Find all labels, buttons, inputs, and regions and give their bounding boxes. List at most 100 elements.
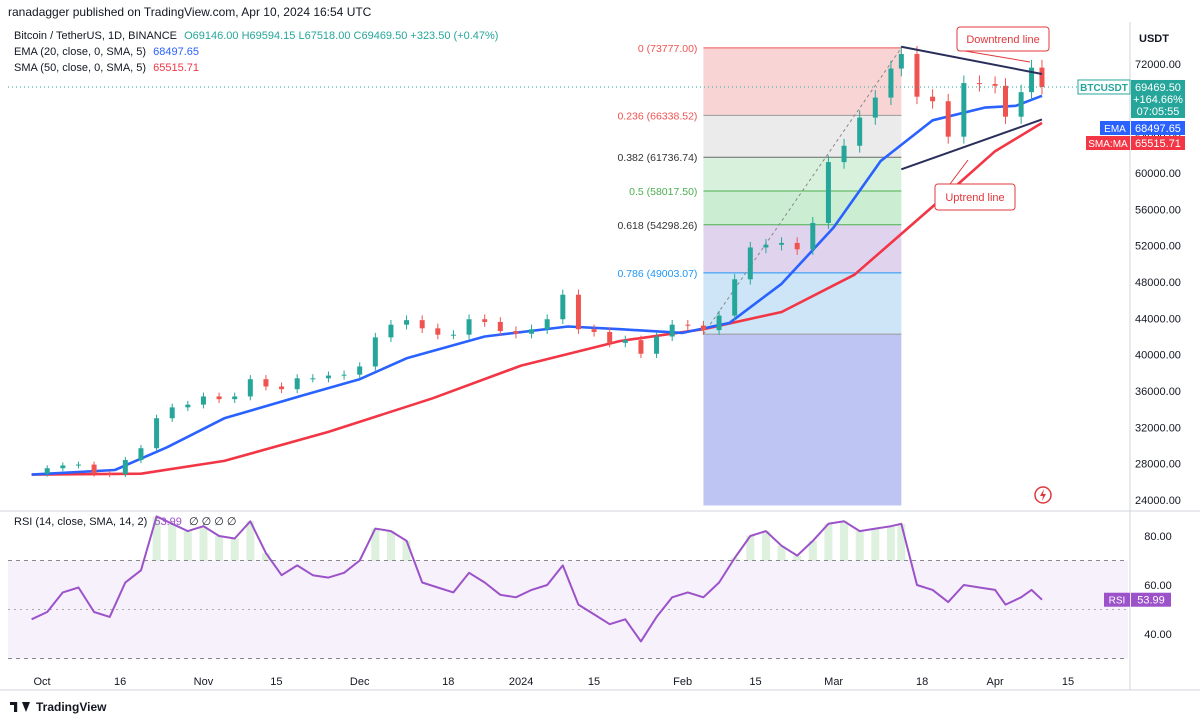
ema-legend[interactable]: EMA (20, close, 0, SMA, 5) 68497.65 xyxy=(14,44,199,60)
candle-body[interactable] xyxy=(404,320,410,325)
candle-body[interactable] xyxy=(607,331,613,343)
candle-body[interactable] xyxy=(247,379,253,397)
symbol-legend: Bitcoin / TetherUS, 1D, BINANCE O69146.0… xyxy=(14,28,498,44)
candle-body[interactable] xyxy=(91,464,97,474)
candle-body[interactable] xyxy=(357,366,363,375)
time-tick-label: Feb xyxy=(673,676,692,688)
candle-body[interactable] xyxy=(1029,67,1035,93)
candle-body[interactable] xyxy=(961,83,967,137)
fib-extension-zone xyxy=(703,334,902,506)
candle-body[interactable] xyxy=(992,83,998,86)
fib-trend-line xyxy=(703,47,902,335)
candle-body[interactable] xyxy=(763,244,769,248)
candle-body[interactable] xyxy=(700,325,706,331)
candle-body[interactable] xyxy=(200,396,206,405)
candle-body[interactable] xyxy=(294,378,300,390)
downtrend-callout-pointer xyxy=(964,50,1031,63)
candle-body[interactable] xyxy=(388,324,394,338)
candle-body[interactable] xyxy=(435,328,441,335)
candle-body[interactable] xyxy=(75,464,81,466)
candle-body[interactable] xyxy=(372,337,378,367)
candle-body[interactable] xyxy=(513,331,519,334)
fib-level-label: 0.786 (49003.07) xyxy=(617,268,697,280)
candle-body[interactable] xyxy=(185,404,191,408)
candle-body[interactable] xyxy=(638,340,644,354)
candle-body[interactable] xyxy=(591,329,597,332)
candle-body[interactable] xyxy=(575,294,581,330)
trend-line[interactable] xyxy=(901,118,1043,171)
price-tick-label: 36000.00 xyxy=(1135,386,1181,398)
currency-button[interactable]: USDT xyxy=(1139,33,1169,45)
candle-body[interactable] xyxy=(44,468,50,474)
candle-body[interactable] xyxy=(685,324,691,326)
candle-body[interactable] xyxy=(888,68,894,98)
price-tick-label: 44000.00 xyxy=(1135,313,1181,325)
ema20-line xyxy=(31,94,1043,476)
rsi-tick-label: 80.00 xyxy=(1144,531,1172,543)
candle-body[interactable] xyxy=(544,319,550,330)
trend-annotations: Downtrend line Uptrend line xyxy=(8,26,1128,504)
candle-body[interactable] xyxy=(529,329,535,334)
uptrend-callout-pointer xyxy=(949,159,969,185)
candle-body[interactable] xyxy=(1039,67,1045,87)
candle-body[interactable] xyxy=(341,374,347,376)
candle-body[interactable] xyxy=(60,465,66,469)
candle-body[interactable] xyxy=(216,396,222,400)
candle-body[interactable] xyxy=(122,460,128,475)
candle-body[interactable] xyxy=(560,294,566,320)
sma-axis-tag-label: SMA:MA xyxy=(1088,139,1128,150)
candle-body[interactable] xyxy=(450,334,456,336)
ema-axis-tag-label: EMA xyxy=(1104,124,1126,135)
candle-body[interactable] xyxy=(279,386,285,390)
candle-body[interactable] xyxy=(732,279,738,316)
candle-body[interactable] xyxy=(857,117,863,146)
candle-body[interactable] xyxy=(169,407,175,419)
candle-body[interactable] xyxy=(794,242,800,250)
candle-body[interactable] xyxy=(669,324,675,337)
downtrend-callout-box xyxy=(956,26,1050,52)
trend-line[interactable] xyxy=(901,45,1043,75)
candle-body[interactable] xyxy=(747,247,753,280)
candle-body[interactable] xyxy=(914,54,920,97)
price-tick-label: 72000.00 xyxy=(1135,59,1181,71)
candle-body[interactable] xyxy=(419,320,425,329)
time-tick-label: 16 xyxy=(114,676,126,688)
candle-body[interactable] xyxy=(482,319,488,322)
sma-legend[interactable]: SMA (50, close, 0, SMA, 5) 65515.71 xyxy=(14,60,199,76)
candle-body[interactable] xyxy=(1018,92,1024,117)
candle-body[interactable] xyxy=(325,375,331,379)
candle-body[interactable] xyxy=(779,242,785,245)
candle-body[interactable] xyxy=(976,83,982,85)
candle-body[interactable] xyxy=(107,473,113,475)
candle-body[interactable] xyxy=(497,321,503,332)
candle-body[interactable] xyxy=(232,396,238,400)
candle-body[interactable] xyxy=(872,97,878,118)
rsi-line[interactable] xyxy=(31,515,1043,643)
candle-body[interactable] xyxy=(716,315,722,331)
candle-body[interactable] xyxy=(1003,85,1009,117)
candle-body[interactable] xyxy=(810,222,816,250)
rsi-pane xyxy=(8,515,1128,659)
candle-body[interactable] xyxy=(898,54,904,69)
price-tick-label: 52000.00 xyxy=(1135,241,1181,253)
candle-body[interactable] xyxy=(154,418,160,449)
candle-body[interactable] xyxy=(310,378,316,380)
footer-brand[interactable]: TradingView xyxy=(10,700,106,714)
candle-body[interactable] xyxy=(138,448,144,461)
ema-axis-value-badge xyxy=(1131,121,1185,135)
downtrend-callout-label: Downtrend line xyxy=(966,34,1039,46)
candle-body[interactable] xyxy=(654,336,660,354)
candle-body[interactable] xyxy=(825,162,831,223)
time-tick-label: Nov xyxy=(194,676,214,688)
candle-body[interactable] xyxy=(622,340,628,343)
candle-body[interactable] xyxy=(466,319,472,335)
candle-body[interactable] xyxy=(930,96,936,102)
ema-axis-value: 68497.65 xyxy=(1135,123,1181,135)
fib-zone xyxy=(703,157,902,192)
candle-body[interactable] xyxy=(263,379,269,387)
candle-body[interactable] xyxy=(841,145,847,163)
candle-body[interactable] xyxy=(945,101,951,137)
last-price-badge xyxy=(1131,79,1185,118)
rsi-tick-label: 40.00 xyxy=(1144,629,1172,641)
